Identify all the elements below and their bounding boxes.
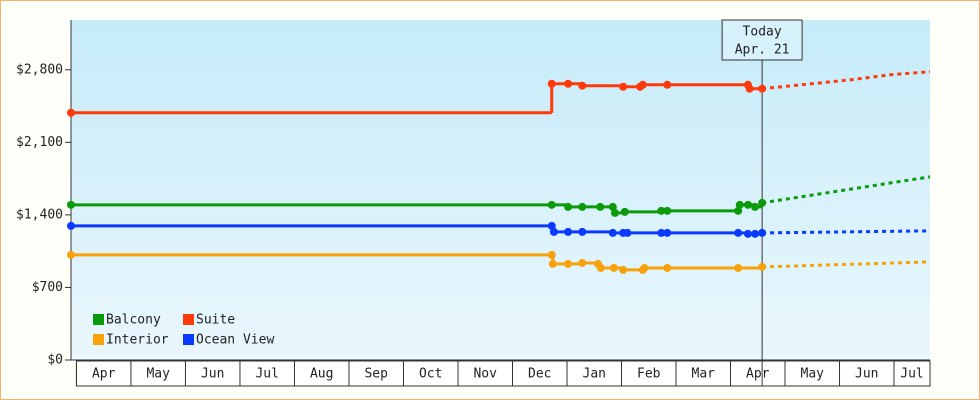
point <box>578 258 587 267</box>
point <box>547 250 556 259</box>
legend-swatch <box>183 314 194 325</box>
legend-swatch <box>93 314 104 325</box>
y-tick-label: $2,100 <box>16 135 63 150</box>
point <box>619 82 628 91</box>
today-date: Apr. 21 <box>735 43 790 58</box>
x-tick-label: Sep <box>364 367 388 382</box>
point <box>596 202 605 211</box>
point <box>734 206 743 215</box>
point <box>663 206 672 215</box>
point <box>578 81 587 90</box>
legend-swatch <box>183 334 194 345</box>
point <box>663 80 672 89</box>
point <box>758 228 767 237</box>
point <box>578 202 587 211</box>
point <box>564 259 573 268</box>
x-tick-label: Apr <box>92 367 116 382</box>
today-label: Today <box>743 25 782 40</box>
x-tick-label: Nov <box>473 367 497 382</box>
y-tick-label: $700 <box>32 280 63 295</box>
point <box>758 262 767 271</box>
x-tick-label: Jan <box>583 367 606 382</box>
legend-label: Balcony <box>106 313 161 328</box>
legend-label: Suite <box>196 313 235 328</box>
point <box>608 228 617 237</box>
point <box>734 263 743 272</box>
x-tick-label: Oct <box>419 367 442 382</box>
point <box>67 221 75 230</box>
point <box>620 207 629 216</box>
x-tick-label: Aug <box>310 367 333 382</box>
today-box <box>721 19 803 61</box>
point <box>663 228 672 237</box>
point <box>67 200 75 209</box>
y-tick-label: $0 <box>47 353 63 368</box>
x-tick-label: Jul <box>900 367 923 382</box>
y-tick-label: $2,800 <box>16 62 63 77</box>
x-tick-label: Feb <box>637 367 661 382</box>
point <box>547 79 556 88</box>
point <box>610 208 619 217</box>
point <box>548 259 557 268</box>
point <box>657 228 666 237</box>
legend-swatch <box>93 334 104 345</box>
x-tick-label: Jun <box>855 367 878 382</box>
x-tick-label: Dec <box>528 367 551 382</box>
point <box>596 263 605 272</box>
point <box>623 228 632 237</box>
point <box>578 227 587 236</box>
point <box>745 84 754 93</box>
point <box>619 265 628 274</box>
point <box>638 80 647 89</box>
legend-label: Ocean View <box>196 333 274 348</box>
point <box>549 227 558 236</box>
point <box>758 198 767 207</box>
point <box>609 263 618 272</box>
point <box>663 263 672 272</box>
point <box>564 202 573 211</box>
point <box>547 200 556 209</box>
y-tick-label: $1,400 <box>16 207 63 222</box>
forecast-line <box>762 229 931 235</box>
point <box>743 229 752 238</box>
x-tick-label: Jun <box>201 367 224 382</box>
x-tick-label: May <box>146 367 170 382</box>
point <box>657 206 666 215</box>
legend-label: Interior <box>106 333 169 348</box>
point <box>640 263 649 272</box>
point <box>67 108 75 117</box>
x-tick-label: Apr <box>746 367 770 382</box>
x-tick-label: Jul <box>255 367 278 382</box>
forecast-line <box>762 260 931 269</box>
x-axis-band <box>75 360 931 387</box>
x-tick-label: May <box>801 367 825 382</box>
point <box>608 202 617 211</box>
point <box>547 221 556 230</box>
point <box>735 200 744 209</box>
point <box>67 250 75 259</box>
point <box>751 202 760 211</box>
point <box>564 227 573 236</box>
point <box>734 228 743 237</box>
x-tick-label: Mar <box>692 367 716 382</box>
point <box>564 79 573 88</box>
point <box>751 229 760 238</box>
point <box>758 84 767 93</box>
plot-area <box>71 20 930 360</box>
point <box>743 200 752 209</box>
